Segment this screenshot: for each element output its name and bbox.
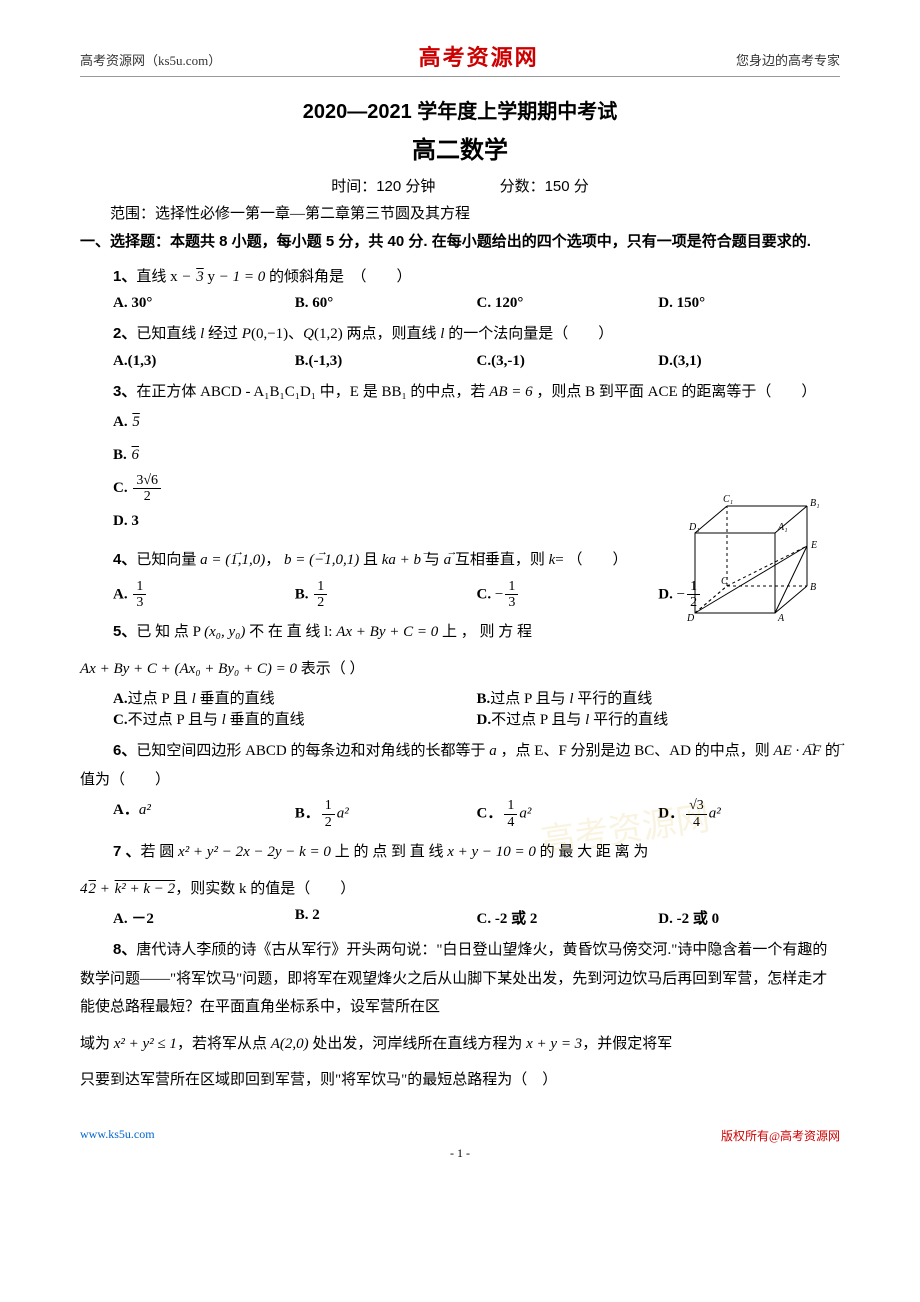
- svg-text:C: C: [721, 576, 728, 587]
- svg-text:C₁: C₁: [723, 494, 733, 505]
- q1-opt-a: A. 30°: [113, 295, 295, 312]
- svg-text:D: D: [686, 613, 695, 624]
- svg-text:B₁: B₁: [810, 498, 820, 509]
- question-7-options: A. －2 B. 2 C. -2 或 2 D. -2 或 0: [80, 907, 840, 928]
- meta-line: 时间：120 分钟 分数：150 分: [80, 175, 840, 196]
- page-header: 高考资源网（ks5u.com） 高考资源网 您身边的高考专家: [80, 40, 840, 77]
- footer-copyright: 版权所有@高考资源网: [721, 1127, 840, 1144]
- question-8-line3: 只要到达军营所在区域即回到军营，则"将军饮马"的最短总路程为（ ）: [80, 1066, 840, 1095]
- score-label: 分数：150 分: [500, 178, 589, 195]
- q7-opt-b: B. 2: [295, 907, 477, 928]
- header-right: 您身边的高考专家: [736, 50, 840, 69]
- section-1-head: 一、选择题：本题共 8 小题，每小题 5 分，共 40 分. 在每小题给出的四个…: [80, 229, 840, 255]
- question-2: 2、已知直线 l 经过 P(0,−1)、Q(1,2) 两点，则直线 l 的一个法…: [80, 320, 840, 349]
- svg-text:D₁: D₁: [688, 522, 700, 533]
- cube-figure: D₁ C₁ B₁ A₁ D C B A E: [665, 488, 835, 638]
- question-8: 8、唐代诗人李颀的诗《古从军行》开头两句说："白日登山望烽火，黄昏饮马傍交河."…: [80, 936, 840, 1022]
- header-center-logo: 高考资源网: [419, 40, 539, 72]
- question-6-options: A．a² B．12a² C．14a² D．√34a²: [80, 798, 840, 830]
- question-7-line2: 42 + k² + k − 2，则实数 k 的值是（ ）: [80, 875, 840, 904]
- time-label: 时间：120 分钟: [331, 178, 435, 195]
- svg-text:B: B: [810, 582, 816, 593]
- q2-opt-b: B.(-1,3): [295, 353, 477, 370]
- question-1-options: A. 30° B. 60° C. 120° D. 150°: [80, 295, 840, 312]
- q2-opt-a: A.(1,3): [113, 353, 295, 370]
- question-8-line2: 域为 x² + y² ≤ 1，若将军从点 A(2,0) 处出发，河岸线所在直线方…: [80, 1030, 840, 1059]
- question-7: 7 、若 圆 x² + y² − 2x − 2y − k = 0 上 的 点 到…: [80, 838, 840, 867]
- question-5-options: A.过点 P 且 l 垂直的直线 B.过点 P 且与 l 平行的直线 C.不过点…: [80, 687, 840, 729]
- svg-text:A₁: A₁: [777, 522, 788, 533]
- svg-text:E: E: [810, 540, 817, 551]
- q7-opt-d: D. -2 或 0: [658, 907, 840, 928]
- question-2-options: A.(1,3) B.(-1,3) C.(3,-1) D.(3,1): [80, 353, 840, 370]
- q2-opt-c: C.(3,-1): [477, 353, 659, 370]
- q1-opt-c: C. 120°: [477, 295, 659, 312]
- question-1: 1、直线 x − 3 y − 1 = 0 的倾斜角是 （ ）: [80, 263, 840, 292]
- title-sub: 高二数学: [80, 130, 840, 165]
- q7-opt-c: C. -2 或 2: [477, 907, 659, 928]
- question-5-eq: Ax + By + C + (Ax₀ + By₀ + C) = 0 表示（ ）: [80, 655, 840, 684]
- scope-line: 范围：选择性必修一第一章—第二章第三节圆及其方程: [80, 202, 840, 223]
- svg-text:A: A: [777, 613, 785, 624]
- q1-opt-d: D. 150°: [658, 295, 840, 312]
- footer-url: www.ks5u.com: [80, 1127, 155, 1144]
- page-footer: www.ks5u.com 版权所有@高考资源网: [80, 1123, 840, 1144]
- question-3: 3、在正方体 ABCD - A₁B₁C₁D₁ 中，E 是 BB₁ 的中点，若 A…: [80, 378, 840, 407]
- page-number: - 1 -: [80, 1146, 840, 1161]
- question-6: 6、已知空间四边形 ABCD 的每条边和对角线的长都等于 a ，点 E、F 分别…: [80, 737, 840, 794]
- q2-opt-d: D.(3,1): [658, 353, 840, 370]
- header-left: 高考资源网（ks5u.com）: [80, 50, 221, 69]
- q7-opt-a: A. －2: [113, 907, 295, 928]
- q1-opt-b: B. 60°: [295, 295, 477, 312]
- title-main: 2020—2021 学年度上学期期中考试: [80, 95, 840, 124]
